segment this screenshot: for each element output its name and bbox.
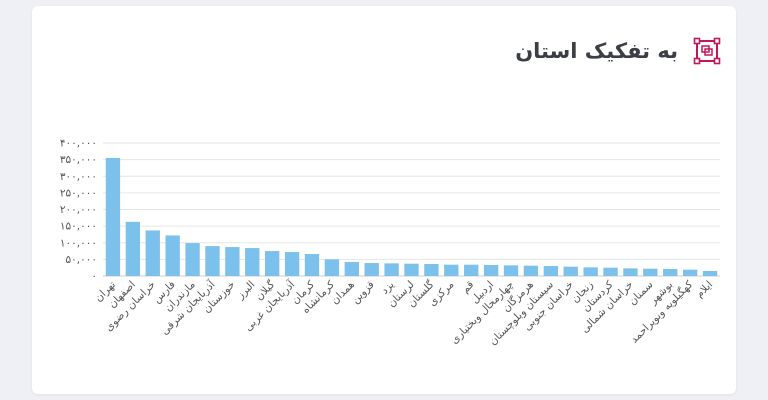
y-tick-label: ۲۰۰,۰۰۰ <box>60 204 97 216</box>
x-tick-label: همدان <box>329 279 357 307</box>
bar <box>503 265 519 276</box>
y-tick-label: ۴۰۰,۰۰۰ <box>60 138 97 150</box>
bar <box>603 267 618 276</box>
bar <box>304 254 320 276</box>
bar <box>384 263 399 276</box>
x-tick-label: ایلام <box>694 279 716 301</box>
bar <box>364 263 379 276</box>
bar <box>185 243 200 276</box>
bar-chart: ۰ ۵۰,۰۰۰ ۱۰۰,۰۰۰ ۱۵۰,۰۰۰ ۲۰۰,۰۰۰ ۲۵۰,۰۰۰ ۳۰۰,۰… <box>60 138 720 348</box>
bar <box>225 247 240 276</box>
y-tick-label: ۳۰۰,۰۰۰ <box>60 171 97 183</box>
bar <box>702 271 718 276</box>
bar <box>483 265 499 276</box>
bar <box>165 235 180 276</box>
bar <box>265 251 280 276</box>
card-header: به تفکیک استان <box>515 34 722 68</box>
bar <box>663 269 678 276</box>
bar <box>543 266 558 276</box>
bar <box>643 268 658 276</box>
bar <box>205 246 220 276</box>
bar <box>245 248 260 276</box>
bar <box>424 264 439 276</box>
x-tick-label: البرز <box>234 279 257 302</box>
y-tick-label: ۱۰۰,۰۰۰ <box>60 237 97 249</box>
bar <box>583 267 598 276</box>
y-tick-label: ۲۵۰,۰۰۰ <box>60 187 97 199</box>
page-title: به تفکیک استان <box>515 39 678 63</box>
bar <box>464 264 479 276</box>
x-tick-label: قزوین <box>349 279 376 306</box>
bar <box>284 252 300 276</box>
bar <box>145 230 160 276</box>
map-frame-icon <box>692 36 722 66</box>
bar <box>125 221 141 276</box>
bar <box>682 269 698 276</box>
bar <box>623 268 638 276</box>
bar <box>444 264 459 276</box>
y-tick-label: ۱۵۰,۰۰۰ <box>60 221 97 233</box>
bar <box>105 157 121 276</box>
y-tick-label: ۰ <box>91 271 97 283</box>
province-chart-card: به تفکیک استان ۰ ۵۰,۰۰۰ ۱۰۰,۰۰۰ ۱۵۰,۰۰۰ ۲۰۰,… <box>32 6 736 394</box>
bar <box>344 262 359 276</box>
bar <box>324 259 340 276</box>
bar <box>404 263 419 276</box>
bar <box>563 266 578 276</box>
y-tick-label: ۳۵۰,۰۰۰ <box>60 154 97 166</box>
bar <box>523 265 539 276</box>
y-tick-label: ۵۰,۰۰۰ <box>65 254 97 266</box>
